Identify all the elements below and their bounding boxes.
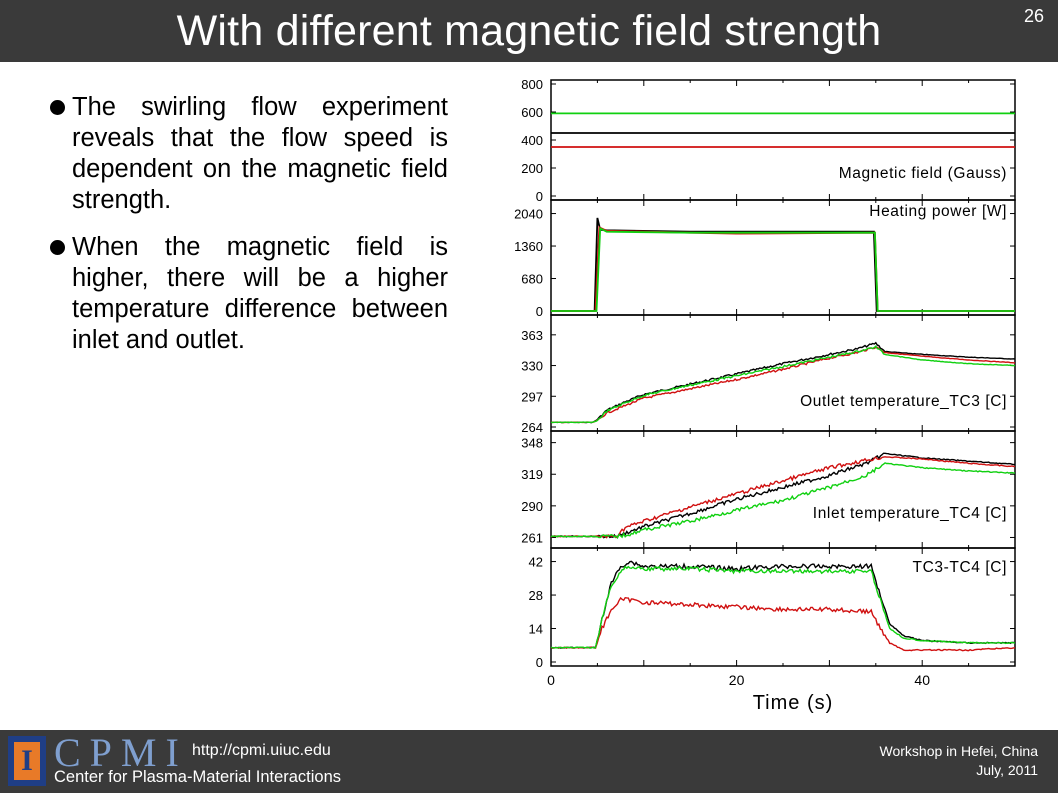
x-tick-label: 40	[914, 672, 930, 688]
series-line-green	[550, 565, 1016, 649]
x-tick-label: 0	[547, 672, 555, 688]
series-line-red	[551, 226, 1015, 312]
y-tick-label: 348	[521, 436, 543, 451]
series-line-black	[550, 341, 1016, 424]
y-tick-label: 0	[536, 304, 543, 319]
series-line-red	[550, 346, 1015, 424]
footer-bar: I CPMI http://cpmi.uiuc.edu Center for P…	[0, 730, 1058, 793]
y-tick-label: 42	[529, 555, 543, 570]
series-line-green	[550, 345, 1015, 424]
panel-label: TC3-TC4 [C]	[913, 559, 1007, 576]
y-tick-label: 2040	[514, 207, 543, 222]
bullet-list: The swirling flow experiment reveals tha…	[48, 92, 448, 372]
event-name: Workshop in Hefei, China	[879, 743, 1038, 759]
y-tick-label: 319	[521, 467, 543, 482]
x-axis-title: Time (s)	[753, 692, 834, 714]
bullet-dot-icon	[50, 100, 65, 115]
y-tick-label: 600	[521, 105, 543, 120]
y-tick-label: 28	[529, 588, 543, 603]
y-tick-label: 0	[536, 189, 543, 204]
panel-label: Outlet temperature_TC3 [C]	[800, 393, 1007, 410]
y-tick-label: 400	[521, 133, 543, 148]
stacked-time-series-chart: 0 200 400 600 800 Magnetic field (Gauss) 0 680 1…	[480, 68, 1040, 728]
y-tick-label: 800	[521, 77, 543, 92]
bullet-text: The swirling flow experiment reveals tha…	[72, 93, 448, 214]
y-tick-label: 297	[521, 389, 543, 404]
title-bar: With different magnetic field strength 2…	[0, 0, 1058, 62]
series-line-green	[550, 462, 1016, 540]
panel-label: Heating power [W]	[869, 203, 1007, 220]
org-name: Center for Plasma-Material Interactions	[54, 768, 342, 786]
series-line-red	[550, 456, 1016, 539]
y-tick-label: 363	[521, 328, 543, 343]
panel-label: Magnetic field (Gauss)	[839, 165, 1007, 182]
y-tick-label: 261	[521, 530, 543, 545]
series-line-black	[550, 452, 1016, 539]
bullet-item: When the magnetic field is higher, there…	[48, 232, 448, 356]
y-tick-label: 330	[521, 359, 543, 374]
event-date: July, 2011	[976, 762, 1038, 778]
cpmi-logo-text: CPMI	[54, 730, 188, 775]
y-tick-label: 290	[521, 499, 543, 514]
x-tick-label: 20	[729, 672, 745, 688]
slide-number: 26	[1023, 6, 1044, 26]
slide-title: With different magnetic field strength	[176, 7, 882, 55]
bullet-dot-icon	[50, 240, 65, 255]
bullet-item: The swirling flow experiment reveals tha…	[48, 92, 448, 216]
org-url: http://cpmi.uiuc.edu	[192, 742, 331, 759]
panel-label: Inlet temperature_TC4 [C]	[813, 505, 1007, 522]
series-line-black	[550, 560, 1016, 649]
y-tick-label: 264	[521, 420, 543, 435]
series-line-red	[550, 596, 1016, 652]
panel-frame	[550, 79, 1016, 201]
university-logo: I	[8, 736, 46, 786]
panel-frame	[550, 314, 1016, 432]
y-tick-label: 14	[529, 622, 543, 637]
y-tick-label: 1360	[514, 239, 543, 254]
y-tick-label: 200	[521, 161, 543, 176]
logo-glyph: I	[21, 744, 33, 777]
bullet-text: When the magnetic field is higher, there…	[72, 233, 448, 354]
y-tick-label: 0	[536, 655, 543, 670]
series-line-green	[551, 226, 1015, 312]
logo-inner: I	[14, 742, 40, 780]
y-tick-label: 680	[521, 272, 543, 287]
event-info: Workshop in Hefei, China July, 2011	[880, 742, 1038, 780]
